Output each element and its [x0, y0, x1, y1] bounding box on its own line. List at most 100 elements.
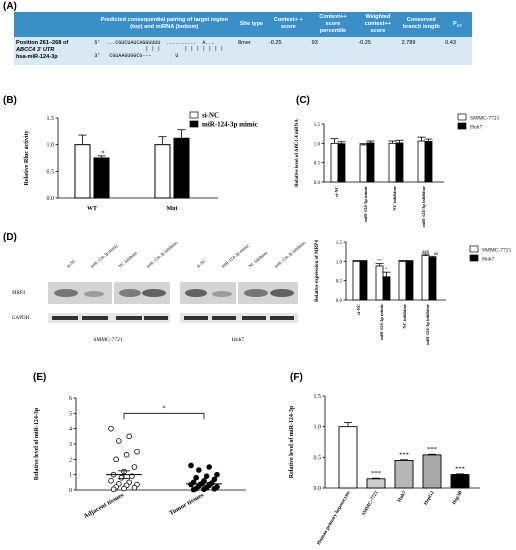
blot-strip-huh7-mrp4-a — [180, 282, 236, 304]
data-point — [190, 486, 197, 493]
table-cell-site-type: 8mer — [236, 36, 267, 65]
bar — [74, 144, 91, 199]
y-tick-label: 0.0 — [314, 181, 321, 186]
data-point — [203, 473, 210, 479]
blot-lane-labels-right: si-NC miR-124-3p mimic NC Inhibitor miR-… — [195, 240, 306, 269]
table-cell-branch: 2.789 — [399, 36, 444, 65]
table-cell-pairing: 5' ...CGUCUAUCAGGUUUU .......... A... | … — [92, 36, 237, 65]
panel-label-f: (F) — [290, 372, 303, 383]
y-axis-label: Relative Rluc activity — [24, 131, 30, 186]
x-tick-label: Tumor tissues — [168, 491, 205, 517]
bar — [154, 144, 171, 199]
legend-swatch — [469, 245, 479, 253]
legend-label: miR-124-3p mimic — [202, 121, 258, 129]
table-header-pct: PCT — [443, 12, 472, 37]
blot-band — [142, 289, 166, 297]
significance-marker: *** — [399, 451, 409, 458]
data-point — [188, 481, 194, 488]
data-point — [126, 433, 132, 440]
x-tick-label: si-NC — [356, 304, 361, 315]
blot-band — [119, 289, 141, 297]
y-tick-label: 0.5 — [314, 455, 322, 461]
bar — [388, 142, 397, 183]
data-point — [123, 451, 130, 458]
table-header: Predicted consequential pairing of targe… — [92, 12, 237, 37]
legend-swatch — [457, 122, 467, 130]
y-axis-label: Relative level of ABCC4 mRNA — [295, 119, 300, 187]
blot-row-label-gapdh: GAPDH — [12, 316, 30, 321]
table-header: Context+ + score — [266, 12, 310, 37]
panel-label-c: (C) — [296, 95, 310, 106]
y-axis-label: Relative level of miR-124-3p — [289, 405, 295, 478]
x-tick-label: WT — [87, 206, 97, 212]
y-tick-label: 1.5 — [47, 116, 55, 122]
bar — [398, 260, 407, 301]
legend-label: si-NC — [202, 112, 219, 120]
chart-f-svg: 0.0 0.5 1.0 1.5 Relative level of miR-124-3p… — [289, 394, 480, 546]
bar — [421, 255, 430, 301]
blot-band — [212, 291, 232, 297]
bar — [394, 459, 414, 489]
y-tick-label: 3 — [69, 442, 72, 448]
blot-lane-label: NC Inhibitor — [247, 250, 268, 269]
data-point — [131, 484, 138, 491]
x-tick-label: si-NC — [334, 186, 339, 197]
y-tick-label: 1 — [69, 473, 72, 479]
data-point — [121, 485, 127, 492]
significance-marker: * — [101, 149, 105, 157]
blot-band — [244, 289, 268, 297]
x-tick-label: SMMC-7721 — [362, 490, 380, 517]
blot-band — [82, 316, 108, 320]
blot-band — [54, 289, 78, 297]
data-point — [131, 464, 138, 470]
data-point — [206, 464, 213, 470]
blot-band — [84, 291, 104, 297]
y-tick-label: 1.5 — [314, 123, 321, 128]
blot-strip-smmc-gapdh — [48, 313, 170, 323]
x-tick-label: miR-124-3p mimic — [363, 186, 368, 222]
blot-cell-line-huh7: Huh7 — [232, 337, 244, 343]
x-tick-label: HepG2 — [424, 490, 436, 506]
data-point — [211, 485, 218, 492]
blot-lane-label: si-NC — [65, 258, 76, 269]
data-point — [116, 438, 122, 444]
y-tick-label: 0.5 — [47, 169, 55, 175]
data-point — [196, 467, 202, 473]
significance-marker: ** — [377, 258, 382, 263]
y-tick-label: 0.0 — [314, 486, 322, 492]
table-header: Conserved branch length — [399, 12, 444, 37]
bar — [395, 142, 404, 183]
bar — [417, 140, 426, 183]
y-axis-label: Relative expression of MRP4 — [315, 240, 320, 302]
significance-marker: * — [162, 404, 166, 412]
y-tick-label: 1.5 — [314, 394, 322, 400]
significance-marker: ## — [434, 251, 439, 256]
table-header — [14, 12, 93, 37]
blot-band — [242, 316, 266, 320]
bar — [93, 157, 110, 199]
bar — [405, 260, 414, 301]
panel-label-b: (B) — [3, 95, 17, 106]
significance-marker: *** — [427, 446, 437, 453]
table-cell-pct: 0.43 — [443, 36, 472, 65]
chart-d-svg: 0.0 0.5 1.0 1.5 Relative expression of MRP4 s… — [315, 240, 512, 345]
significance-marker: * — [385, 267, 388, 272]
data-point — [108, 478, 114, 484]
bar — [337, 143, 346, 183]
site-mirna: hsa-miR-124-3p — [16, 54, 58, 61]
blot-row-label-mrp4: MRP4 — [12, 291, 26, 296]
targetscan-table: Predicted consequential pairing of targe… — [14, 12, 472, 65]
x-tick-label: NC inhibitor — [392, 186, 397, 211]
legend-label: Huh7 — [482, 257, 494, 263]
y-tick-label: 5 — [69, 411, 72, 417]
legend-label: SMMC-7721 — [470, 116, 500, 122]
blot-lane-label: si-NC — [195, 258, 206, 269]
table-row: Position 261–268 of ABCC4 3' UTR hsa-miR… — [14, 36, 472, 65]
bar — [366, 142, 375, 183]
x-tick-label: Huh7 — [397, 490, 408, 503]
data-point — [108, 425, 114, 432]
blot-strip-huh7-gapdh — [180, 313, 298, 323]
table-header: Weighted context++ score — [356, 12, 400, 37]
table-cell-weighted: -0.25 — [356, 36, 400, 65]
bar — [359, 144, 368, 183]
